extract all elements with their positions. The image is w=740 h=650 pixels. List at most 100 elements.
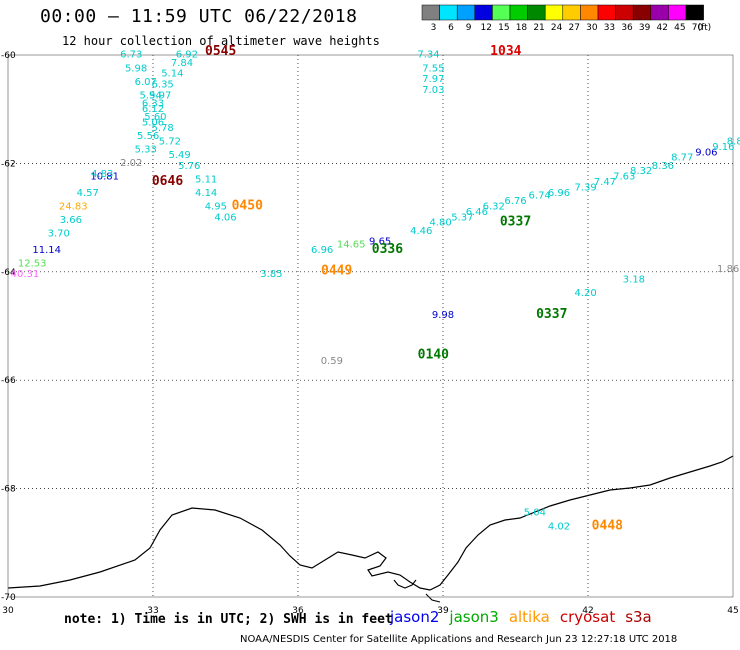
legend-swatch-39 xyxy=(632,4,652,21)
wave-height-value: 7.63 xyxy=(613,172,635,183)
pass-time-label: 0646 xyxy=(152,174,183,189)
y-tick-label: -70 xyxy=(1,593,16,603)
legend-label: 33 xyxy=(604,23,615,33)
satellite-cryosat: cryosat xyxy=(559,608,616,626)
footer-credit: NOAA/NESDIS Center for Satellite Applica… xyxy=(240,634,678,645)
y-tick-label: -68 xyxy=(1,485,16,495)
wave-height-value: 3.18 xyxy=(623,275,645,286)
wave-height-value: 5.14 xyxy=(161,69,183,80)
x-tick-label: 39 xyxy=(437,606,449,616)
x-tick-label: 42 xyxy=(582,606,593,616)
y-tick-label: -64 xyxy=(1,268,16,278)
wave-height-value: 14.65 xyxy=(337,239,366,250)
wave-height-value: 5.60 xyxy=(144,112,166,123)
wave-height-value: 5.11 xyxy=(195,174,217,185)
wave-height-value: 4.80 xyxy=(429,218,451,229)
legend-swatch-9 xyxy=(456,4,476,21)
wave-height-value: 5.94 xyxy=(139,90,161,101)
satellite-s3a: s3a xyxy=(625,608,652,626)
legend-swatch-24 xyxy=(544,4,564,21)
wave-height-value: 7.84 xyxy=(171,58,193,69)
pass-time-label: 0336 xyxy=(372,242,403,257)
wave-height-value: 10.81 xyxy=(90,172,119,183)
legend-label: 24 xyxy=(551,23,563,33)
page-subtitle: 12 hour collection of altimeter wave hei… xyxy=(62,34,380,48)
legend-label: 12 xyxy=(481,23,492,33)
wave-height-value: 12.53 xyxy=(18,258,47,269)
wave-height-value: 4.02 xyxy=(548,521,570,532)
legend-label: 27 xyxy=(569,23,580,33)
wave-height-value: 11.14 xyxy=(32,245,61,256)
x-tick-label: 33 xyxy=(147,606,158,616)
legend-swatch-3 xyxy=(421,4,440,21)
pass-time-label: 0450 xyxy=(232,198,263,213)
legend-swatch-33 xyxy=(597,4,616,21)
legend-swatch-45 xyxy=(668,4,687,21)
wave-height-value: 5.49 xyxy=(168,150,190,161)
wave-height-value: 7.47 xyxy=(594,177,616,188)
wave-height-value: 7.03 xyxy=(422,85,444,96)
wave-height-value: 7.97 xyxy=(422,74,444,85)
wave-height-value: 6.07 xyxy=(135,77,157,88)
legend-swatch-42 xyxy=(650,4,669,21)
wave-height-value: 4.57 xyxy=(77,188,99,199)
x-tick-label: 30 xyxy=(2,606,14,616)
satellite-jason3: jason3 xyxy=(449,608,499,626)
pass-time-labels: 0545064604500336044901400337103403370338… xyxy=(152,44,623,533)
legend-swatch-18 xyxy=(509,4,528,21)
satellite-legend: jason2 jason3 altika cryosat s3a xyxy=(390,608,662,626)
wave-height-value: 4.06 xyxy=(214,212,236,223)
x-tick-label: 45 xyxy=(727,606,738,616)
wave-height-value: 6.12 xyxy=(142,104,164,115)
legend-label: 42 xyxy=(657,23,668,33)
wave-height-value: 40.31 xyxy=(11,269,40,280)
wave-height-value: 6.96 xyxy=(311,245,333,256)
legend-swatch-36 xyxy=(615,4,634,21)
pass-time-label: 0449 xyxy=(321,264,352,279)
wave-height-value: 5.06 xyxy=(142,117,164,128)
wave-height-value: 3.70 xyxy=(48,229,70,240)
graticule xyxy=(8,55,733,597)
wave-height-value: 7.39 xyxy=(574,183,596,194)
pass-time-label: 1034 xyxy=(490,44,521,59)
footer-note: note: 1) Time is in UTC; 2) SWH is in fe… xyxy=(64,612,393,627)
legend-label: 18 xyxy=(516,23,528,33)
wave-height-value: 5.72 xyxy=(159,136,181,147)
pass-time-label: 0140 xyxy=(418,348,449,363)
wave-height-value: 9.65 xyxy=(369,237,391,248)
legend-label: 21 xyxy=(533,23,544,33)
legend-label: 39 xyxy=(639,23,651,33)
wave-height-value: 2.02 xyxy=(120,158,142,169)
wave-height-value: 4.95 xyxy=(205,201,227,212)
wave-height-value: 6.92 xyxy=(176,50,198,61)
legend-swatch-27 xyxy=(562,4,581,21)
y-tick-label: -60 xyxy=(1,51,16,61)
wave-height-value: 5.98 xyxy=(125,63,147,74)
legend-label: 36 xyxy=(621,23,633,33)
wave-height-value: 8.36 xyxy=(652,161,674,172)
pass-time-label: 0337 xyxy=(500,215,531,230)
legend-swatch-12 xyxy=(474,4,493,21)
wave-height-value: 3.66 xyxy=(60,215,82,226)
wave-height-value: 7.34 xyxy=(417,50,439,61)
legend-label: 3 xyxy=(431,23,437,33)
wave-height-value: 5.78 xyxy=(152,123,174,134)
legend-label: 70 xyxy=(692,23,704,33)
wave-height-value: 6.35 xyxy=(152,80,174,91)
wave-height-observations: 6.73 5.98 6.07 5.94 6.12 5.06 5.56 5.33 2.0210.8… xyxy=(11,50,740,533)
antarctic-coastline xyxy=(7,455,734,591)
legend-label: 6 xyxy=(448,23,454,33)
axis-labels: 30 33 36 39 42 45 -60 -62 -64 -66 -68 -70 xyxy=(1,51,739,616)
wave-height-value: 5.97 xyxy=(149,90,171,101)
wave-height-value: 1.86 xyxy=(717,264,739,275)
legend-label: 45 xyxy=(674,23,685,33)
wave-height-value: 6.46 xyxy=(466,207,488,218)
legend-unit: (ft) xyxy=(698,23,712,33)
wave-height-value: 8.84 xyxy=(727,136,740,147)
pass-time-label: 0545 xyxy=(205,44,236,59)
wave-height-value: 6.33 xyxy=(142,98,164,109)
wave-height-value: 6.96 xyxy=(548,188,570,199)
antarctic-coastline-inlet xyxy=(393,579,417,589)
